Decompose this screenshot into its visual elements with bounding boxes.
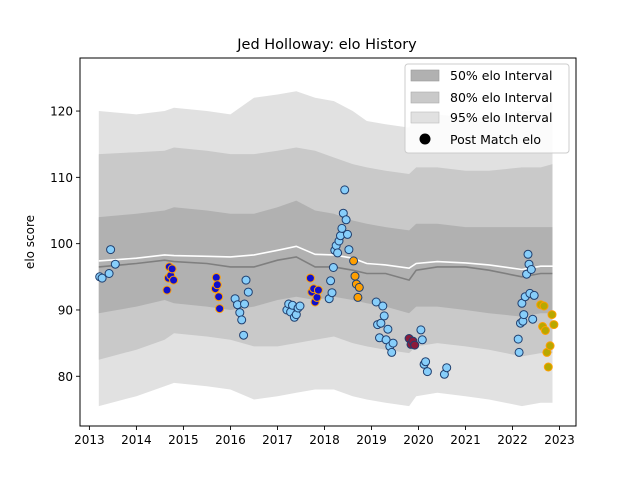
data-point [240,299,249,309]
data-point [241,275,251,285]
data-point [211,273,221,282]
data-point [104,269,114,278]
data-point [243,287,253,297]
post-match-points [95,185,559,379]
legend-swatch-80 [410,91,440,104]
data-point [422,367,432,377]
data-point [371,297,381,307]
data-point [340,185,350,195]
chart-title: Jed Holloway: elo History [236,37,417,53]
y-tick-label: 110 [50,171,73,185]
x-tick-label: 2019 [356,433,387,447]
data-point [313,285,323,295]
data-point [387,347,397,357]
data-point [383,324,393,334]
data-point [312,292,322,302]
data-point [376,318,386,328]
x-tick-label: 2014 [121,433,152,447]
data-point [545,341,555,351]
data-point [528,314,538,324]
y-tick-label: 120 [50,105,73,119]
data-point [337,223,347,233]
data-point [106,245,116,255]
data-point [235,308,245,318]
data-point [416,325,426,335]
data-point [305,273,315,283]
legend-swatch-50 [410,69,440,82]
y-axis-label: elo score [23,215,37,269]
data-point [237,315,247,325]
x-tick-label: 2017 [262,433,293,447]
data-point [239,330,249,340]
x-tick-label: 2021 [450,433,481,447]
x-tick-label: 2016 [215,433,246,447]
x-tick-label: 2018 [309,433,340,447]
data-point [327,288,337,298]
data-point [350,271,360,281]
data-point [523,249,533,259]
data-point [343,229,352,239]
legend-box [404,63,570,154]
legend: 50% elo Interval 80% elo Interval 95% el… [404,63,570,154]
data-point [529,290,539,300]
data-point [349,256,359,266]
data-point [97,273,107,283]
data-point [417,335,427,345]
data-point [353,292,363,302]
data-point [539,301,549,311]
data-point [344,245,354,255]
legend-swatch-95 [410,111,440,124]
data-point [167,264,177,274]
data-point [442,363,452,373]
y-tick-label: 90 [58,303,73,317]
data-point [549,320,559,330]
data-point [341,215,351,225]
data-point [162,285,172,295]
data-point [212,280,222,290]
x-tick-label: 2015 [168,433,199,447]
data-point [110,259,120,269]
data-point [526,265,536,274]
legend-label-80: 80% elo Interval [450,90,552,105]
data-point [513,334,523,344]
legend-marker-point [419,133,431,145]
y-tick-label: 80 [58,370,73,384]
data-point [421,357,431,367]
data-point [169,275,179,285]
data-point [378,301,388,311]
data-point [354,282,364,292]
legend-label-50: 50% elo Interval [450,68,552,83]
mean-line [98,245,553,271]
data-point [547,310,557,320]
x-tick-label: 2022 [497,433,528,447]
data-point [410,340,420,350]
interval-lines [98,245,553,282]
x-tick-label: 2023 [544,433,575,447]
data-point [379,311,389,321]
data-point [214,292,224,302]
y-axis: 80 90 100 110 120 [50,105,80,384]
data-point [543,362,553,372]
median-line [98,256,553,282]
y-tick-label: 100 [50,237,73,251]
x-axis: 2013 2014 2015 2016 2017 2018 2019 2020 2021 2022… [74,426,575,447]
data-point [540,326,550,335]
data-point [514,347,524,357]
x-tick-label: 2013 [74,433,105,447]
data-point [333,248,343,258]
data-point [519,310,529,320]
data-point [326,276,336,286]
legend-label-95: 95% elo Interval [450,110,552,125]
data-point [328,263,338,272]
legend-label-point: Post Match elo [450,132,541,147]
data-point [295,301,305,311]
plot-area [95,91,559,407]
data-point [215,304,225,314]
data-point [388,338,398,348]
plot-frame [79,57,577,427]
x-tick-label: 2020 [403,433,434,447]
